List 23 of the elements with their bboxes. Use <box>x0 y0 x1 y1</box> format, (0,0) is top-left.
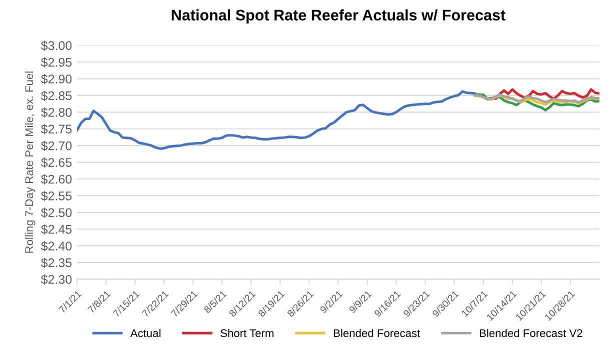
y-tick-label: $2.90 <box>40 74 72 84</box>
chart-title: National Spot Rate Reefer Actuals w/ Forecast <box>172 9 506 24</box>
legend-label: Actual <box>130 328 160 338</box>
y-tick-label: $2.40 <box>40 241 72 252</box>
y-tick-label: $2.60 <box>40 174 72 184</box>
y-tick-label: $2.45 <box>40 224 72 234</box>
y-tick-label: $2.85 <box>40 90 72 101</box>
line-series <box>76 90 476 150</box>
y-tick-label: $2.55 <box>40 190 72 202</box>
y-tick-label: $2.80 <box>40 107 72 118</box>
legend-label: Short Term <box>220 328 274 338</box>
legend-label: Blended Forecast V2 <box>480 328 582 338</box>
y-tick-label: $2.30 <box>40 274 72 285</box>
y-tick-label: $2.50 <box>40 208 72 218</box>
y-tick-label: $3.00 <box>40 40 72 51</box>
y-tick-label: $2.75 <box>40 124 72 134</box>
line-series <box>474 93 600 104</box>
y-tick-label: $2.70 <box>40 140 72 151</box>
legend-label: Blended Forecast <box>334 328 420 338</box>
y-tick-label: $2.35 <box>40 258 72 268</box>
y-tick-label: $2.65 <box>40 158 72 168</box>
y-axis-title: Rolling 7-Day Rate Per Mile, ex. Fuel <box>24 72 36 253</box>
y-tick-label: $2.95 <box>40 57 72 68</box>
